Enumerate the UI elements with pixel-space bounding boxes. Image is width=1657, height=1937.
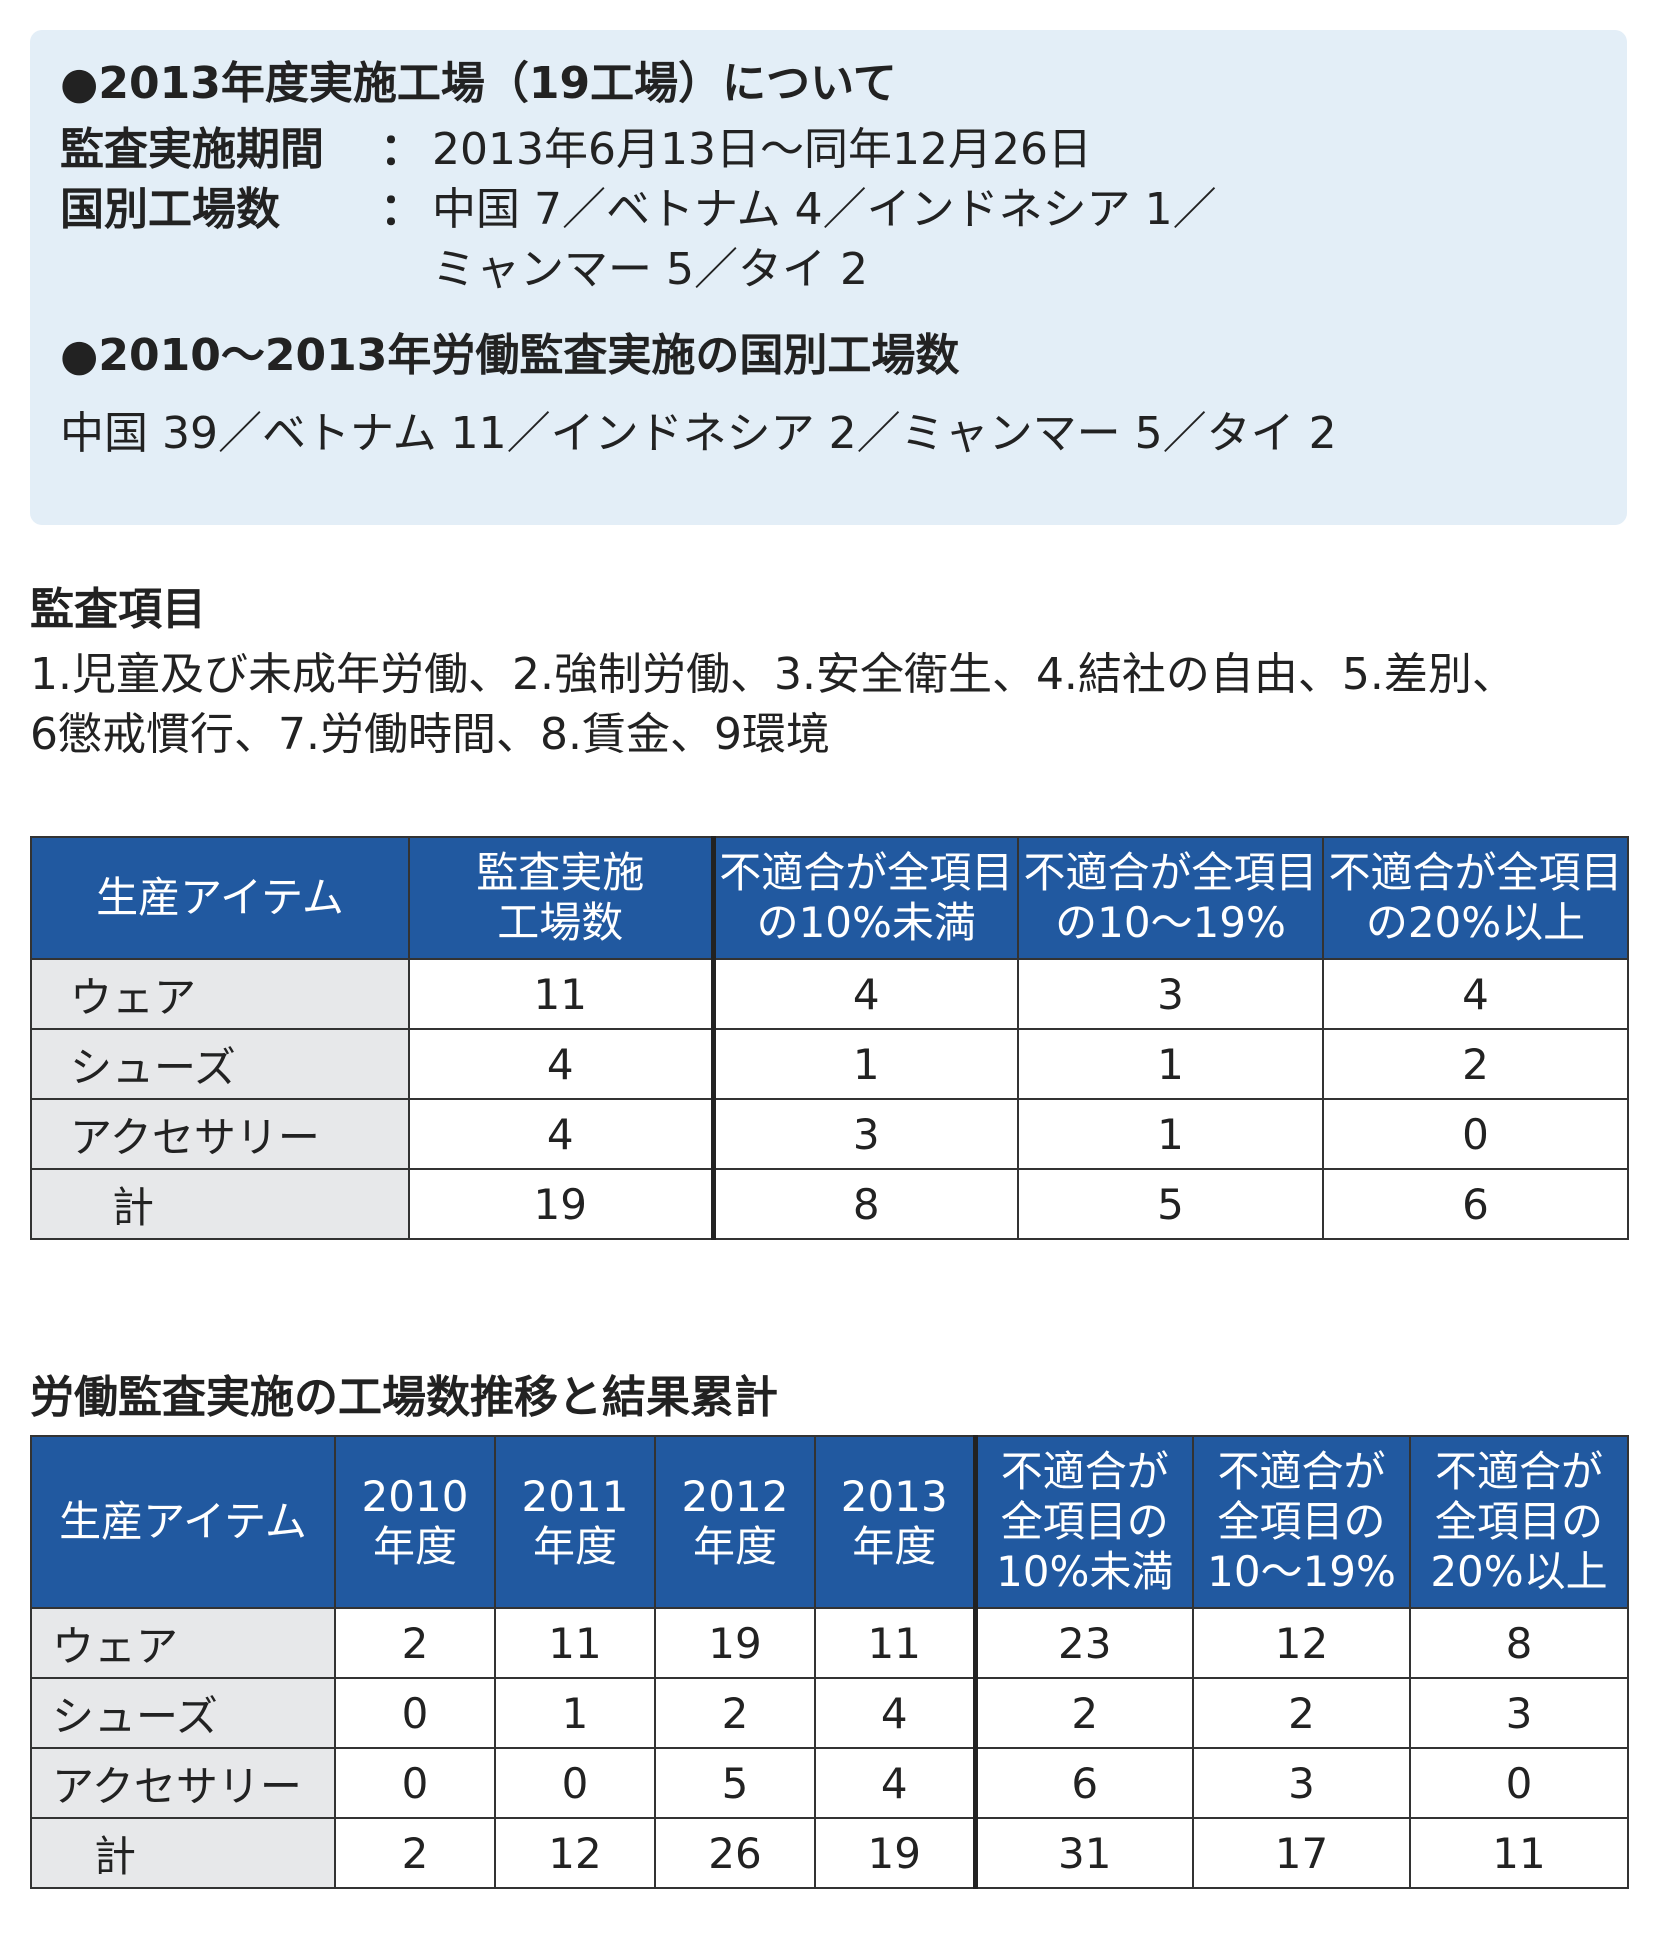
cell-10-19: 1 [1017,1028,1324,1100]
cell-2010: 2 [334,1607,496,1679]
cell-over-20: 0 [1409,1747,1629,1819]
header-factories: 監査実施 工場数 [408,836,714,960]
cell-over-20: 2 [1322,1028,1629,1100]
cell-2010: 2 [334,1817,496,1889]
cell-10-19: 17 [1192,1817,1411,1889]
cell-under-10: 23 [972,1607,1194,1679]
cell-2010: 0 [334,1747,496,1819]
cell-2011: 1 [494,1677,656,1749]
audit-results-2013-table: 生産アイテム 監査実施 工場数 不適合が全項目 の10%未満 不適合が全項目 の… [30,836,1629,1240]
cell-under-10: 4 [710,958,1019,1030]
table-row: シューズ 4 1 1 2 [30,1028,1629,1100]
cell-factories: 19 [408,1168,714,1240]
table-row: ウェア 2 11 19 11 23 12 8 [30,1607,1629,1679]
header-item: 生産アイテム [30,1435,336,1609]
countries-value: 中国 7／ベトナム 4／インドネシア 1／ ミャンマー 5／タイ 2 [432,180,1217,300]
cell-2011: 11 [494,1607,656,1679]
table-row: ウェア 11 4 3 4 [30,958,1629,1030]
cell-2011: 12 [494,1817,656,1889]
table-total-row: 計 19 8 5 6 [30,1168,1629,1240]
cell-10-19: 12 [1192,1607,1411,1679]
cell-2013: 11 [814,1607,976,1679]
audit-trend-table: 生産アイテム 2010 年度 2011 年度 2012 年度 2013 年度 不… [30,1435,1629,1889]
table-header-row: 生産アイテム 2010 年度 2011 年度 2012 年度 2013 年度 不… [30,1435,1629,1609]
countries-row: 国別工場数 ： 中国 7／ベトナム 4／インドネシア 1／ ミャンマー 5／タイ… [60,180,1597,300]
audit-items-line1: 1.児童及び未成年労働、2.強制労働、3.安全衛生、4.結社の自由、5.差別、 [30,649,1516,700]
cell-2011: 0 [494,1747,656,1819]
countries-total: 中国 39／ベトナム 11／インドネシア 2／ミャンマー 5／タイ 2 [60,408,1337,459]
header-under-10: 不適合が 全項目の 10%未満 [972,1435,1194,1609]
row-item: ウェア [30,1607,336,1679]
cell-over-20: 8 [1409,1607,1629,1679]
countries-value-line2: ミャンマー 5／タイ 2 [432,244,868,295]
row-item: アクセサリー [30,1098,410,1170]
header-under-10: 不適合が全項目 の10%未満 [710,836,1019,960]
header-10-19: 不適合が全項目 の10～19% [1017,836,1324,960]
trend-table-title: 労働監査実施の工場数推移と結果累計 [30,1372,778,1423]
audit-period-label: 監査実施期間 [60,124,324,175]
cell-2012: 2 [654,1677,816,1749]
row-item: ウェア [30,958,410,1030]
audit-items-line2: 6懲戒慣行、7.労働時間、8.賃金、9環境 [30,709,830,760]
table-row: アクセサリー 4 3 1 0 [30,1098,1629,1170]
row-item: アクセサリー [30,1747,336,1819]
cell-10-19: 3 [1192,1747,1411,1819]
cell-factories: 4 [408,1028,714,1100]
info-box: ●2013年度実施工場（19工場）について 監査実施期間 ： 2013年6月13… [30,30,1627,525]
countries-value-line1: 中国 7／ベトナム 4／インドネシア 1／ [432,184,1217,235]
countries-colon: ： [380,184,424,235]
audit-period-colon: ： [380,124,424,175]
cell-under-10: 1 [710,1028,1019,1100]
header-item: 生産アイテム [30,836,410,960]
cell-2012: 26 [654,1817,816,1889]
cell-10-19: 3 [1017,958,1324,1030]
cell-factories: 4 [408,1098,714,1170]
cell-2013: 4 [814,1747,976,1819]
cell-under-10: 31 [972,1817,1194,1889]
table-total-row: 計 2 12 26 19 31 17 11 [30,1817,1629,1889]
cell-10-19: 2 [1192,1677,1411,1749]
cell-under-10: 6 [972,1747,1194,1819]
heading-2010-2013-countries: ●2010～2013年労働監査実施の国別工場数 [60,330,960,381]
cell-2010: 0 [334,1677,496,1749]
countries-label: 国別工場数 [60,184,280,235]
cell-over-20: 3 [1409,1677,1629,1749]
header-2013: 2013 年度 [814,1435,976,1609]
cell-factories: 11 [408,958,714,1030]
cell-over-20: 11 [1409,1817,1629,1889]
audit-items-list: 1.児童及び未成年労働、2.強制労働、3.安全衛生、4.結社の自由、5.差別、 … [30,645,1516,765]
cell-under-10: 8 [710,1168,1019,1240]
cell-2012: 19 [654,1607,816,1679]
header-10-19: 不適合が 全項目の 10～19% [1192,1435,1411,1609]
table-row: アクセサリー 0 0 5 4 6 3 0 [30,1747,1629,1819]
header-over-20: 不適合が 全項目の 20%以上 [1409,1435,1629,1609]
row-item: シューズ [30,1677,336,1749]
header-over-20: 不適合が全項目 の20%以上 [1322,836,1629,960]
cell-2013: 19 [814,1817,976,1889]
audit-period-row: 監査実施期間 ： 2013年6月13日～同年12月26日 [60,120,1597,180]
header-2012: 2012 年度 [654,1435,816,1609]
cell-over-20: 6 [1322,1168,1629,1240]
audit-period-value: 2013年6月13日～同年12月26日 [432,124,1092,175]
table-header-row: 生産アイテム 監査実施 工場数 不適合が全項目 の10%未満 不適合が全項目 の… [30,836,1629,960]
cell-2012: 5 [654,1747,816,1819]
header-2010: 2010 年度 [334,1435,496,1609]
cell-10-19: 1 [1017,1098,1324,1170]
cell-10-19: 5 [1017,1168,1324,1240]
cell-under-10: 3 [710,1098,1019,1170]
row-item-total: 計 [30,1817,336,1889]
cell-over-20: 4 [1322,958,1629,1030]
heading-2013-factories: ●2013年度実施工場（19工場）について [60,58,897,109]
cell-2013: 4 [814,1677,976,1749]
cell-under-10: 2 [972,1677,1194,1749]
cell-over-20: 0 [1322,1098,1629,1170]
audit-items-title: 監査項目 [30,584,206,635]
header-2011: 2011 年度 [494,1435,656,1609]
table-row: シューズ 0 1 2 4 2 2 3 [30,1677,1629,1749]
row-item-total: 計 [30,1168,410,1240]
row-item: シューズ [30,1028,410,1100]
